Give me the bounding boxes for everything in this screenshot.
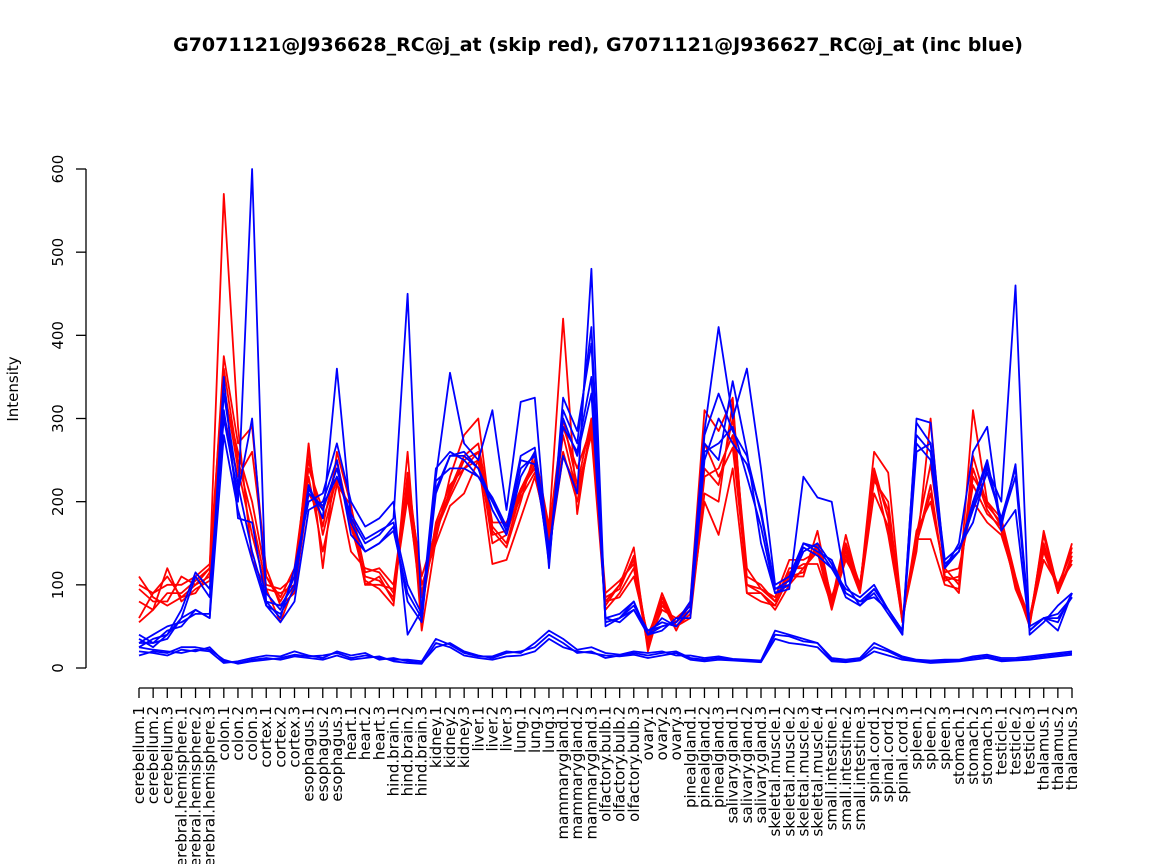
y-tick-label-300: 300 bbox=[49, 404, 67, 433]
x-tick-label: lung.1 bbox=[512, 706, 530, 753]
x-tick-label: heart.2 bbox=[356, 706, 374, 760]
x-tick-label: spleen.3 bbox=[936, 706, 954, 770]
x-tick-label: ovary.2 bbox=[653, 706, 671, 760]
x-tick-label: mammarygland.1 bbox=[554, 706, 572, 839]
x-tick-label: cerebral.hemisphere.2 bbox=[187, 706, 205, 864]
x-tick-label: spleen.2 bbox=[922, 706, 940, 770]
x-tick-label: hind.brain.3 bbox=[413, 706, 431, 796]
x-tick-label: liver.1 bbox=[469, 706, 487, 752]
x-tick-label: cortex.3 bbox=[286, 706, 304, 768]
y-tick-label-100: 100 bbox=[49, 571, 67, 600]
x-tick-label: pinealgland.2 bbox=[695, 706, 713, 808]
x-tick-label: cerebral.hemisphere.3 bbox=[201, 706, 219, 864]
series-layer bbox=[138, 168, 1073, 665]
x-tick-label: salivary.gland.1 bbox=[724, 706, 742, 823]
y-tick-label-200: 200 bbox=[49, 487, 67, 516]
x-tick-label: esophagus.3 bbox=[328, 706, 346, 802]
x-tick-label: cerebellum.3 bbox=[158, 706, 176, 804]
x-tick-label: pinealgland.1 bbox=[681, 706, 699, 808]
x-tick-label: lung.2 bbox=[526, 706, 544, 753]
x-tick-label: liver.2 bbox=[483, 706, 501, 752]
series-line-inc-7 bbox=[138, 267, 1073, 644]
x-tick-label: testicle.1 bbox=[992, 706, 1010, 775]
x-tick-label: small.intestine.1 bbox=[823, 706, 841, 830]
x-tick-label: hind.brain.1 bbox=[384, 706, 402, 796]
x-tick-label: stomach.1 bbox=[950, 706, 968, 785]
y-axis-label: Intensity bbox=[4, 356, 22, 421]
x-tick-label: mammarygland.3 bbox=[582, 706, 600, 839]
x-tick-label: pinealgland.3 bbox=[710, 706, 728, 808]
x-tick-label: olfactory.bulb.1 bbox=[597, 706, 615, 822]
y-tick-label-400: 400 bbox=[49, 321, 67, 350]
x-tick-label: small.intestine.2 bbox=[837, 706, 855, 830]
x-tick-label: esophagus.1 bbox=[300, 706, 318, 802]
x-tick-label: heart.3 bbox=[370, 706, 388, 760]
x-tick-label: spinal.cord.1 bbox=[865, 706, 883, 802]
x-tick-label: small.intestine.3 bbox=[851, 706, 869, 830]
x-tick-label: cortex.2 bbox=[271, 706, 289, 768]
series-line-inc-11 bbox=[138, 392, 1073, 649]
x-tick-label: kidney.2 bbox=[441, 706, 459, 768]
x-tick-label: colon.3 bbox=[243, 706, 261, 761]
x-tick-label: salivary.gland.3 bbox=[752, 706, 770, 823]
series-line-inc-9 bbox=[138, 168, 1073, 648]
x-tick-label: cortex.1 bbox=[257, 706, 275, 768]
x-tick-label: mammarygland.2 bbox=[568, 706, 586, 839]
x-tick-label: cerebellum.1 bbox=[130, 706, 148, 804]
y-tick-label-0: 0 bbox=[49, 663, 67, 673]
x-tick-label: skeletal.muscle.3 bbox=[794, 706, 812, 837]
x-tick-label: cerebellum.2 bbox=[144, 706, 162, 804]
x-tick-label: cerebral.hemisphere.1 bbox=[172, 706, 190, 864]
x-tick-label: lung.3 bbox=[540, 706, 558, 753]
axis-layer: 0100200300400500600cerebellum.1cerebellu… bbox=[49, 155, 1081, 864]
x-tick-label: thalamus.1 bbox=[1035, 706, 1053, 790]
x-tick-label: skeletal.muscle.4 bbox=[809, 706, 827, 837]
x-tick-label: thalamus.3 bbox=[1063, 706, 1081, 790]
x-tick-label: skeletal.muscle.2 bbox=[780, 706, 798, 837]
x-tick-label: testicle.2 bbox=[1006, 706, 1024, 775]
x-tick-label: spleen.1 bbox=[908, 706, 926, 770]
x-tick-label: liver.3 bbox=[498, 706, 516, 752]
x-tick-label: spinal.cord.2 bbox=[879, 706, 897, 802]
x-tick-label: ovary.1 bbox=[639, 706, 657, 760]
x-tick-label: kidney.3 bbox=[455, 706, 473, 768]
x-tick-label: olfactory.bulb.3 bbox=[625, 706, 643, 822]
y-tick-label-500: 500 bbox=[49, 238, 67, 267]
x-tick-label: thalamus.2 bbox=[1049, 706, 1067, 790]
series-line-inc-14 bbox=[138, 629, 1073, 665]
x-tick-label: skeletal.muscle.1 bbox=[766, 706, 784, 837]
x-tick-label: hind.brain.2 bbox=[399, 706, 417, 796]
x-tick-label: esophagus.2 bbox=[314, 706, 332, 802]
x-tick-label: olfactory.bulb.2 bbox=[611, 706, 629, 822]
x-tick-label: colon.1 bbox=[215, 706, 233, 761]
x-tick-label: stomach.3 bbox=[978, 706, 996, 785]
x-tick-label: spinal.cord.3 bbox=[893, 706, 911, 802]
x-tick-label: salivary.gland.2 bbox=[738, 706, 756, 823]
y-tick-label-600: 600 bbox=[49, 155, 67, 184]
x-tick-label: testicle.3 bbox=[1021, 706, 1039, 775]
x-tick-label: heart.1 bbox=[342, 706, 360, 760]
x-tick-label: ovary.3 bbox=[667, 706, 685, 760]
x-tick-label: kidney.1 bbox=[427, 706, 445, 768]
chart-title: G7071121@J936628_RC@j_at (skip red), G70… bbox=[173, 34, 1023, 56]
x-tick-label: stomach.2 bbox=[964, 706, 982, 785]
x-tick-label: colon.2 bbox=[229, 706, 247, 761]
